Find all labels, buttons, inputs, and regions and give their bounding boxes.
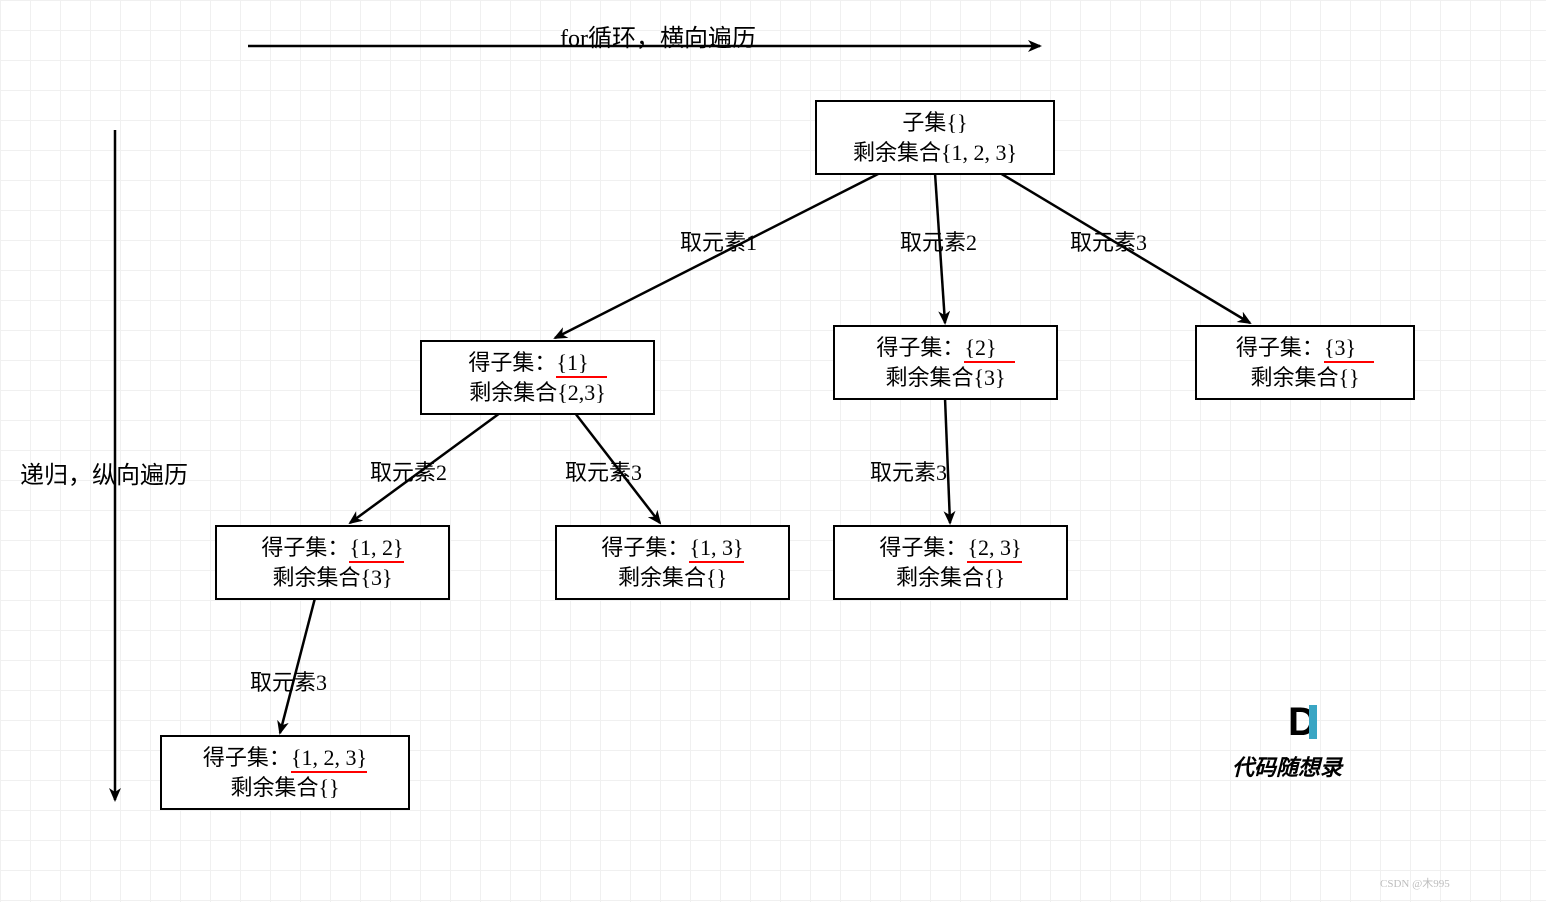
node-n3: 得子集：{3}剩余集合{} (1195, 325, 1415, 400)
top-title: for循环，横向遍历 (560, 18, 756, 53)
edge-label-n2-n23: 取元素3 (870, 455, 947, 487)
node-n12: 得子集：{1, 2}剩余集合{3} (215, 525, 450, 600)
node-n23-line2: 剩余集合{} (845, 563, 1056, 593)
node-n12-line2: 剩余集合{3} (227, 563, 438, 593)
node-n1-line2: 剩余集合{2,3} (432, 378, 643, 408)
edge-label-root-n2: 取元素2 (900, 225, 977, 257)
node-root: 子集{}剩余集合{1, 2, 3} (815, 100, 1055, 175)
edge-label-n1-n13: 取元素3 (565, 455, 642, 487)
node-n1-line1: 得子集：{1} (432, 348, 643, 378)
node-n2-line1: 得子集：{2} (845, 333, 1046, 363)
node-n123-line2: 剩余集合{} (172, 773, 398, 803)
edge-label-n12-n123: 取元素3 (250, 665, 327, 697)
node-n12-line1: 得子集：{1, 2} (227, 533, 438, 563)
node-n23-subset: {2, 3} (967, 535, 1021, 563)
node-n123-subset: {1, 2, 3} (291, 745, 367, 773)
node-root-line1: 子集{} (827, 108, 1043, 138)
node-n3-line2: 剩余集合{} (1207, 363, 1403, 393)
node-n1: 得子集：{1}剩余集合{2,3} (420, 340, 655, 415)
node-n23-line1: 得子集：{2, 3} (845, 533, 1056, 563)
node-n123-line1: 得子集：{1, 2, 3} (172, 743, 398, 773)
node-n1-subset: {1} (556, 350, 606, 378)
watermark-logo-text: 代码随想录 (1232, 750, 1342, 782)
node-root-subset: {} (946, 110, 967, 135)
node-n123: 得子集：{1, 2, 3}剩余集合{} (160, 735, 410, 810)
edge-label-root-n1: 取元素1 (680, 225, 757, 257)
left-title: 递归，纵向遍历 (20, 455, 188, 490)
node-n12-subset: {1, 2} (349, 535, 403, 563)
node-n23: 得子集：{2, 3}剩余集合{} (833, 525, 1068, 600)
node-n3-subset: {3} (1324, 335, 1374, 363)
node-n3-line1: 得子集：{3} (1207, 333, 1403, 363)
logo-icon: D (1288, 700, 1317, 745)
node-n13-line2: 剩余集合{} (567, 563, 778, 593)
node-root-line2: 剩余集合{1, 2, 3} (827, 138, 1043, 168)
edge-label-root-n3: 取元素3 (1070, 225, 1147, 257)
node-n13: 得子集：{1, 3}剩余集合{} (555, 525, 790, 600)
node-n2: 得子集：{2}剩余集合{3} (833, 325, 1058, 400)
watermark-csdn: CSDN @木995 (1380, 875, 1450, 891)
edge-label-n1-n12: 取元素2 (370, 455, 447, 487)
node-n2-subset: {2} (964, 335, 1014, 363)
node-n13-line1: 得子集：{1, 3} (567, 533, 778, 563)
node-n13-subset: {1, 3} (689, 535, 743, 563)
node-n2-line2: 剩余集合{3} (845, 363, 1046, 393)
